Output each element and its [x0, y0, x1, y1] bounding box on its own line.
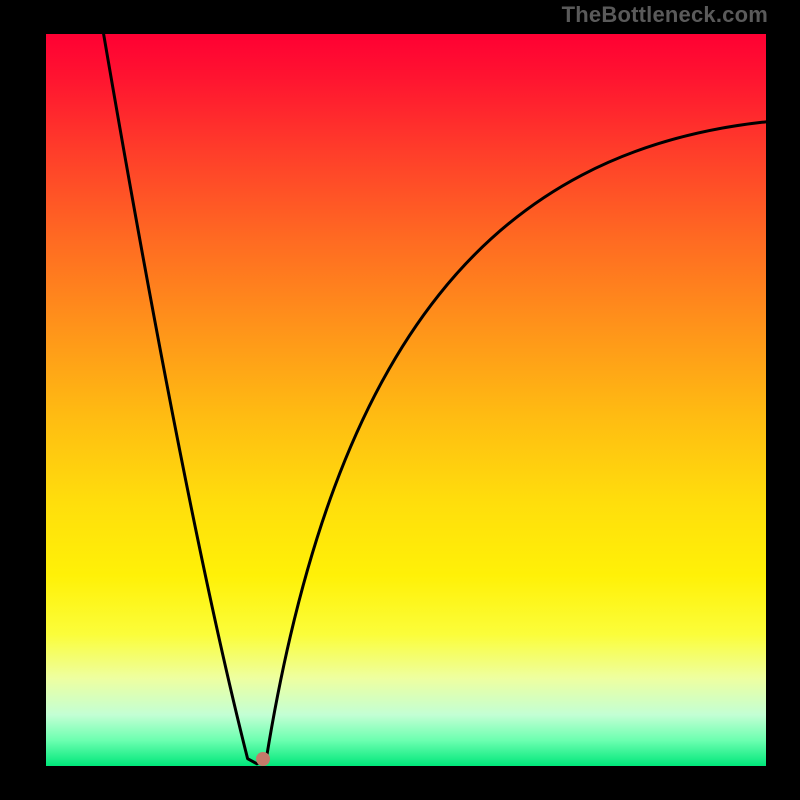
optimum-marker [256, 752, 270, 766]
watermark-text: TheBottleneck.com [562, 2, 768, 28]
bottleneck-curve [46, 34, 766, 766]
chart-frame [0, 0, 800, 800]
plot-area [46, 34, 766, 766]
